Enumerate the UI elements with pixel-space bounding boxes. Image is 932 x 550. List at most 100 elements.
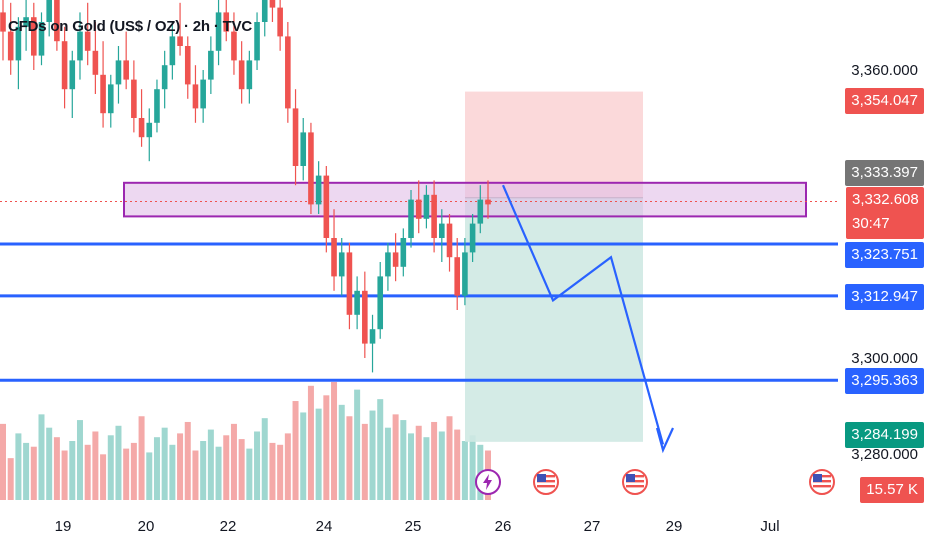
candle-body [84, 31, 91, 51]
volume-bar [431, 421, 438, 500]
flag-glyph [809, 469, 835, 495]
volume-bar [246, 448, 253, 500]
candle-body [23, 17, 29, 27]
candle-body [208, 50, 214, 80]
volume-bar [115, 425, 122, 500]
time-axis-label: 25 [404, 518, 422, 535]
candle-body [231, 31, 237, 61]
candle-body [377, 276, 384, 330]
volume-bar [76, 420, 83, 500]
volume-bar [92, 431, 99, 500]
volume-bar [46, 427, 53, 500]
candle-body [346, 252, 353, 315]
volume-bar [384, 427, 391, 500]
volume-bar [38, 414, 45, 500]
volume-bar [361, 423, 368, 500]
candlesticks [0, 0, 491, 373]
projection-arrowhead [655, 427, 675, 454]
time-axis-label: 29 [665, 518, 683, 535]
volume-bar [369, 410, 376, 500]
last-price-tag: 3,332.608 30:47 [846, 187, 924, 239]
volume-bar [69, 441, 76, 500]
candle-body [46, 0, 52, 22]
candle-body [100, 74, 106, 114]
supply-zone-rect [123, 181, 807, 218]
candle-body [154, 89, 160, 123]
volume-bar [423, 437, 430, 500]
lightning-icon[interactable] [475, 469, 501, 495]
volume-bar [184, 421, 191, 500]
candle-body [439, 223, 445, 238]
us-flag-icon[interactable] [533, 469, 559, 495]
candle-body [107, 84, 114, 114]
volume-bar [161, 427, 168, 500]
candle-body [331, 238, 337, 277]
supply-zone [123, 181, 807, 218]
candle-body [77, 31, 83, 61]
candle-body [315, 175, 322, 205]
volume-bar [169, 444, 176, 500]
volume-bar [100, 454, 107, 500]
candle-body [169, 36, 176, 66]
volume-bar [200, 441, 207, 500]
volume-bar [0, 423, 6, 500]
volume-bar [61, 450, 68, 500]
candle-body [354, 290, 360, 315]
price-tick-label: 3,280.000 [851, 446, 918, 463]
volume-bar [300, 412, 307, 500]
us-flag-icon[interactable] [809, 469, 835, 495]
candle-body [254, 22, 260, 61]
candle-body [177, 36, 183, 46]
volume-bar [192, 450, 199, 500]
volume-bar [84, 444, 91, 500]
volume-bar [292, 401, 299, 500]
candle-body [184, 46, 191, 85]
volume-bar [261, 418, 268, 500]
volume-bar [215, 446, 222, 500]
take-profit-tag: 3,284.199 [845, 422, 924, 448]
candle-body [477, 199, 484, 224]
volume-bar [469, 435, 476, 500]
stop-loss-tag: 3,354.047 [845, 88, 924, 114]
candle-body [269, 0, 276, 8]
time-axis-label: 20 [137, 518, 155, 535]
level-tag: 3,295.363 [845, 368, 924, 394]
candle-body [30, 17, 37, 56]
volume-bar [454, 429, 461, 500]
candle-body [54, 0, 60, 42]
candle-body [285, 36, 291, 109]
volume-bar [130, 442, 137, 500]
candle-body [469, 223, 476, 253]
volume-bar [230, 423, 237, 500]
candle-body [415, 199, 422, 219]
reward-zone [465, 197, 643, 442]
volume-bar [346, 416, 353, 500]
candle-body [223, 12, 230, 32]
candle-body [431, 194, 437, 238]
volume-bar [331, 382, 338, 500]
candle-body [277, 7, 283, 37]
price-tick-label: 3,300.000 [851, 350, 918, 367]
volume-tag: 15.57 K [860, 477, 924, 503]
volume-bar [377, 399, 384, 500]
candle-body [200, 79, 206, 109]
candle-body [408, 199, 414, 238]
volume-bars [0, 382, 491, 500]
flag-glyph [622, 469, 648, 495]
volume-bar [408, 433, 415, 500]
volume-bar [354, 389, 361, 500]
volume-bar [7, 458, 14, 500]
volume-bar [146, 452, 153, 500]
candle-body [446, 223, 453, 258]
time-axis-label: 19 [54, 518, 72, 535]
candle-body [323, 175, 330, 238]
volume-bar [415, 425, 422, 500]
level-tag: 3,323.751 [845, 242, 924, 268]
projected-path [501, 184, 675, 454]
horizontal-levels [0, 200, 838, 382]
short-position-tool [465, 91, 643, 442]
us-flag-icon[interactable] [622, 469, 648, 495]
candle-body [385, 252, 391, 277]
volume-bar [446, 416, 453, 500]
